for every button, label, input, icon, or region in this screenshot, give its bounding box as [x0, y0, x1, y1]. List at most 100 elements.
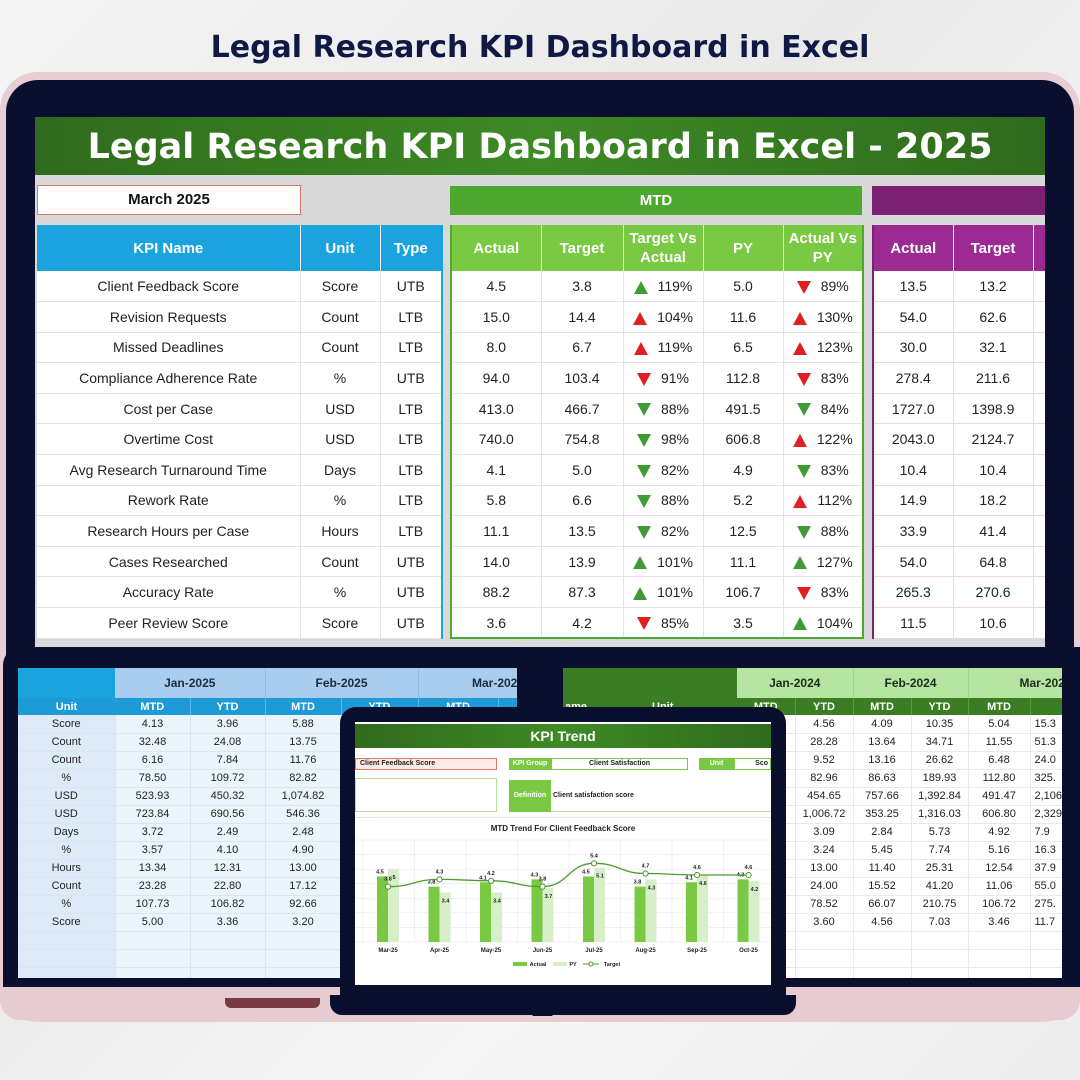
kpi-row[interactable]: Client Feedback Score Score UTB	[37, 271, 443, 303]
empty-cell	[115, 931, 191, 950]
py-bar	[388, 869, 399, 942]
py-bar	[594, 867, 605, 942]
kpi-row[interactable]: Missed Deadlines Count LTB	[37, 332, 443, 364]
dashboard-screen: Legal Research KPI Dashboard in Excel - …	[35, 117, 1045, 647]
actual-data-label: 3.8	[634, 880, 642, 886]
unit-cell: USD	[18, 787, 116, 806]
empty-cell	[265, 949, 342, 968]
kpi-name: Cases Researched	[37, 546, 301, 578]
actual-vs-py-value: 112%	[817, 492, 853, 509]
ytd-target: 270.6	[953, 576, 1034, 609]
target-line	[387, 862, 749, 888]
value-cell: 5.16	[968, 841, 1031, 860]
kpi-row[interactable]: Revision Requests Count LTB	[37, 301, 443, 333]
ytd-actual: 10.4	[873, 454, 954, 486]
kpi-row[interactable]: Accuracy Rate% UTB	[37, 576, 443, 609]
value-cell: 37.9	[1030, 859, 1062, 878]
value-cell: 9.52	[795, 751, 854, 770]
mtd-row: 413.0 466.7 88% 491.5 84%	[451, 393, 864, 425]
kpi-unit: Count	[300, 546, 381, 578]
unit-cell: Hours	[18, 859, 116, 878]
value-cell: 1,006.72	[795, 805, 854, 824]
value-cell: 4.10	[190, 841, 266, 860]
kpi-name: Revision Requests	[37, 301, 301, 333]
kpi-row[interactable]: Overtime Cost USD LTB	[37, 423, 443, 456]
value-cell: 3.20	[265, 913, 342, 932]
target-point	[590, 860, 598, 867]
mtd-row: 8.0 6.7 119% 6.5 123%	[451, 332, 864, 364]
ytd-header: YTD	[911, 698, 969, 715]
ytd-partial	[1033, 271, 1045, 303]
value-cell: 546.36	[265, 805, 342, 824]
value-cell: 13.64	[853, 733, 912, 752]
value-cell: 3.36	[190, 913, 266, 932]
empty-cell	[853, 949, 912, 968]
mtd-actual: 88.2	[451, 576, 542, 609]
kpi-row[interactable]: Peer Review Score Score UTB	[37, 607, 443, 639]
kpi-row[interactable]: Avg Research Turnaround Time Days LTB	[37, 454, 443, 486]
actual-vs-py-value: 83%	[820, 461, 849, 478]
kpi-row[interactable]: Compliance Adherence Rate% UTB	[37, 362, 443, 394]
actual-vs-py-value: 123%	[816, 339, 853, 356]
x-tick-label: Jul-25	[585, 948, 603, 954]
actual-data-label: 3.8	[428, 880, 436, 886]
kpi-row[interactable]: Cases Researched Count UTB	[37, 546, 443, 578]
value-cell: 15.3	[1030, 715, 1062, 734]
unit-cell: Count	[18, 877, 116, 896]
mtd-row: 3.6 4.2 85% 3.5 104%	[451, 607, 864, 639]
target-vs-actual-cell: 101%	[623, 576, 704, 609]
x-tick-label: Jun-25	[533, 948, 553, 954]
ytd-target: 211.6	[953, 362, 1034, 394]
kpi-unit: Score	[300, 607, 381, 639]
ytd-target: 41.4	[953, 515, 1034, 547]
column-header-type: Type	[380, 225, 443, 271]
mtd-py: 5.0	[703, 271, 784, 303]
value-cell: 3.72	[115, 823, 191, 842]
value-cell: 11.76	[265, 751, 342, 770]
actual-vs-py-value: 83%	[820, 584, 849, 601]
triangle-down-icon	[636, 525, 651, 539]
ytd-table: Actual Target 13.5 13.2 54.0 62.6 30.0 32.1 278.…	[872, 225, 1045, 639]
value-cell: 3.46	[968, 913, 1031, 932]
kpi-row[interactable]: Research Hours per Case Hours LTB	[37, 515, 443, 547]
chart-title: MTD Trend For Client Feedback Score	[490, 824, 636, 833]
value-cell: 51.3	[1030, 733, 1062, 752]
triangle-down-icon	[796, 464, 811, 478]
mtd-section-header: MTD	[450, 186, 862, 215]
value-cell: 2,106	[1030, 787, 1062, 806]
triangle-down-icon	[796, 372, 811, 386]
kpi-row[interactable]: Cost per Case USD LTB	[37, 393, 443, 425]
actual-vs-py-cell: 123%	[783, 332, 864, 364]
target-vs-actual-value: 119%	[657, 278, 693, 295]
mtd-py: 11.6	[703, 301, 784, 333]
mtd-actual: 4.1	[451, 454, 542, 486]
column-header-actual-vs-py: Actual Vs PY	[783, 225, 864, 271]
triangle-up-icon	[792, 434, 807, 448]
empty-cell	[911, 931, 969, 950]
page-title: Legal Research KPI Dashboard in Excel	[210, 30, 870, 65]
ytd-target: 32.1	[953, 332, 1034, 364]
kpi-type: LTB	[380, 515, 443, 547]
empty-cell	[115, 949, 191, 968]
value-cell: 11.7	[1030, 913, 1062, 932]
value-cell: 13.34	[115, 859, 191, 878]
target-data-label: 3.8	[539, 877, 547, 883]
target-vs-actual-cell: 82%	[623, 515, 704, 547]
kpi-row[interactable]: Rework Rate% LTB	[37, 485, 443, 517]
column-header-kpi-name: KPI Name	[37, 225, 301, 271]
ytd-target: 10.4	[953, 454, 1034, 486]
column-header-target-vs-actual: Target Vs Actual	[623, 225, 704, 271]
ytd-target: 13.2	[953, 271, 1034, 303]
month-selector[interactable]: March 2025	[37, 185, 301, 215]
target-data-label: 4.2	[487, 871, 495, 877]
mtd-target: 466.7	[541, 393, 624, 425]
kpi-select-dropdown[interactable]: Client Feedback Score	[355, 758, 497, 770]
month-header: Mar-2025	[418, 668, 517, 698]
value-cell: 4.56	[795, 715, 854, 734]
actual-vs-py-cell: 127%	[783, 546, 864, 578]
unit-label: Unit	[699, 758, 734, 770]
mtd-row: 4.5 3.8 119% 5.0 89%	[451, 271, 864, 303]
kpi-unit: %	[300, 485, 381, 517]
column-header-py: PY	[703, 225, 784, 271]
ytd-row: 33.9 41.4	[873, 515, 1045, 547]
